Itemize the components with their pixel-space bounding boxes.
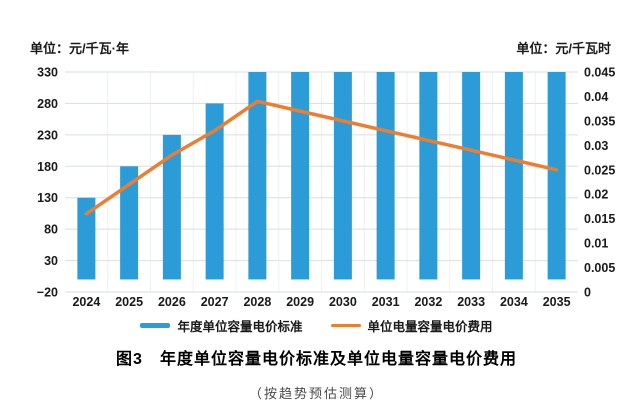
figure-caption-title: 图3 年度单位容量电价标准及单位电量容量电价费用	[116, 351, 517, 368]
x-axis-tick: 2028	[243, 295, 271, 309]
right-axis-tick: 0.03	[584, 139, 608, 153]
bar	[120, 166, 139, 280]
right-axis-tick: 0.045	[584, 66, 615, 80]
bar	[376, 72, 395, 280]
x-axis-tick: 2033	[457, 295, 485, 309]
x-axis-tick: 2026	[158, 295, 186, 309]
bar	[504, 72, 523, 280]
left-axis-tick: 330	[37, 66, 58, 80]
bar	[291, 72, 310, 280]
bar	[462, 72, 481, 280]
left-axis-unit-label: 单位：元/千瓦·年	[30, 41, 129, 56]
right-axis-tick: 0.01	[584, 237, 608, 251]
bar	[419, 72, 438, 280]
bar	[205, 103, 224, 280]
line-series-swatch	[330, 324, 361, 327]
right-axis-tick: 0.005	[584, 261, 615, 275]
left-axis-tick: 180	[37, 160, 58, 174]
bar	[162, 134, 181, 280]
bar-series-swatch	[140, 323, 171, 328]
right-axis-tick: 0.025	[584, 163, 615, 177]
x-axis-tick: 2030	[329, 295, 357, 309]
figure-caption-subtitle: （按趋势预估测算）	[248, 386, 384, 401]
bar	[547, 72, 566, 280]
right-axis-tick: 0.02	[584, 188, 608, 202]
left-axis-tick: 30	[44, 254, 58, 268]
bar	[248, 72, 267, 280]
legend-item-bar-series: 年度单位容量电价标准	[140, 316, 303, 335]
legend-item-line-series: 单位电量容量电价费用	[330, 316, 493, 335]
left-axis-tick: 230	[37, 128, 58, 142]
right-axis-unit-label: 单位：元/千瓦时	[516, 41, 611, 56]
x-axis-tick: 2029	[286, 295, 314, 309]
left-axis-tick: 280	[37, 97, 58, 111]
bar	[77, 197, 96, 280]
bar	[333, 72, 352, 280]
left-axis-tick: 130	[37, 191, 58, 205]
left-axis-tick: −20	[37, 286, 58, 300]
left-axis-tick: 80	[44, 223, 58, 237]
x-axis-tick: 2034	[500, 295, 528, 309]
right-axis-tick: 0.035	[584, 114, 615, 128]
right-axis-tick: 0.015	[584, 212, 615, 226]
bar-series-label: 年度单位容量电价标准	[177, 320, 303, 334]
right-axis-tick: 0	[584, 286, 591, 300]
line-series	[84, 99, 559, 216]
x-axis-tick: 2032	[414, 295, 442, 309]
line-series-label: 单位电量容量电价费用	[367, 320, 493, 334]
x-axis-tick: 2031	[372, 295, 400, 309]
x-axis-tick: 2024	[72, 295, 100, 309]
legend: 年度单位容量电价标准 单位电量容量电价费用	[0, 316, 633, 335]
x-axis-tick: 2027	[201, 295, 229, 309]
x-axis-tick: 2035	[543, 295, 571, 309]
x-axis-tick: 2025	[115, 295, 143, 309]
chart-canvas: 330 280 230 180 130 80 30 −20 0.045 0.04 0.035 0.03…	[37, 66, 616, 310]
right-axis-tick: 0.04	[584, 90, 608, 104]
